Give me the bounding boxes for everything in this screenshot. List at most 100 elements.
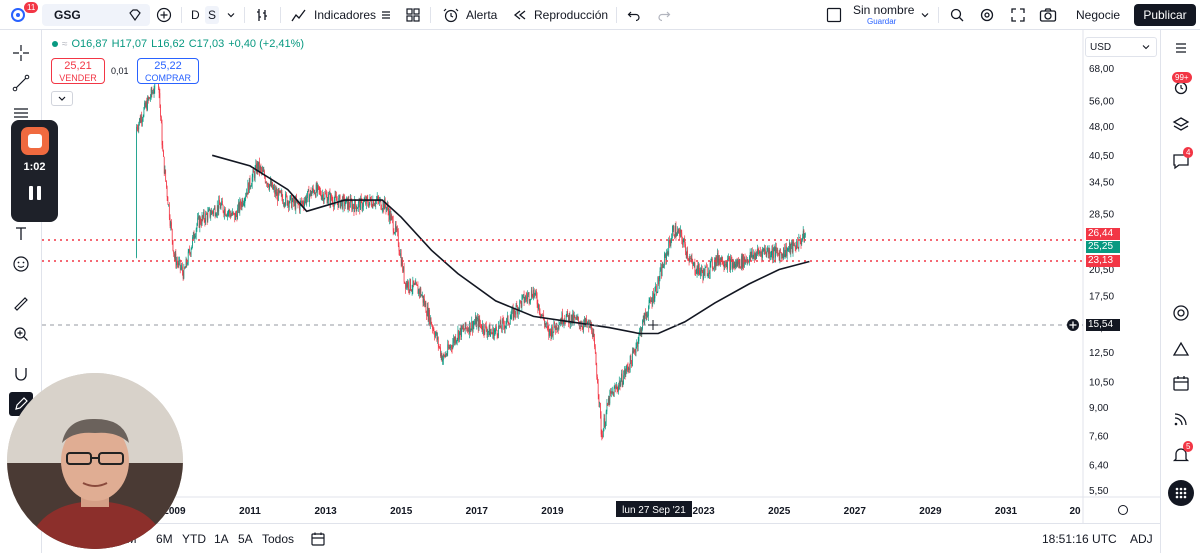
candle-body — [604, 418, 606, 427]
candle-body — [538, 304, 540, 313]
alert-button[interactable]: Alerta — [442, 0, 497, 30]
candle-body — [430, 317, 432, 325]
candle-body — [434, 333, 435, 338]
range-ytd-button[interactable]: YTD — [182, 532, 206, 546]
redo-button[interactable] — [657, 0, 671, 30]
snapshot-button[interactable] — [1039, 0, 1057, 30]
candle-body — [729, 258, 731, 271]
fib-tool[interactable] — [9, 101, 33, 125]
layout-save-label[interactable]: Guardar — [867, 16, 897, 26]
candle-body — [262, 169, 264, 172]
zoom-tool[interactable] — [9, 322, 33, 346]
candle-body — [490, 331, 491, 337]
undo-button[interactable] — [627, 0, 641, 30]
candle-body — [201, 215, 203, 225]
news-button[interactable] — [1170, 408, 1192, 430]
menu-logo-button[interactable] — [10, 0, 26, 30]
candle-body — [493, 331, 495, 339]
candle-body — [598, 394, 600, 404]
candle-body — [658, 279, 660, 285]
interval-dropdown[interactable] — [226, 0, 236, 30]
range-all-button[interactable]: Todos — [262, 532, 295, 546]
scale-settings-gear[interactable] — [1118, 505, 1128, 515]
pause-recording-button[interactable] — [27, 186, 43, 202]
price-chart[interactable]: 80,0068,0056,0048,0040,5034,5028,5020,50… — [42, 30, 1160, 523]
candle-body — [800, 241, 802, 245]
buy-button[interactable]: 25,22 COMPRAR — [137, 58, 199, 84]
interval-d-button[interactable]: D — [191, 8, 200, 22]
candle-body — [788, 248, 789, 250]
text-tool[interactable] — [9, 222, 33, 246]
candle-body — [222, 205, 224, 212]
candle-body — [553, 321, 555, 332]
measure-tool[interactable] — [9, 292, 33, 316]
range-5y-button[interactable]: 5A — [238, 532, 253, 546]
layout-name[interactable]: Sin nombre — [853, 2, 915, 17]
adj-toggle[interactable]: ADJ — [1130, 532, 1153, 546]
settings-button[interactable] — [979, 0, 995, 30]
add-alert-plus[interactable] — [1067, 319, 1079, 331]
indicators-button[interactable]: Indicadores — [290, 0, 376, 30]
magnet-tool[interactable] — [9, 362, 33, 386]
crosshair-tool[interactable] — [9, 41, 33, 65]
candle-body — [448, 347, 450, 349]
range-1y-button[interactable]: 1A — [214, 532, 229, 546]
data-window-button[interactable] — [1170, 114, 1192, 136]
compare-symbol-button[interactable] — [128, 0, 142, 30]
symbol-search-box[interactable] — [42, 4, 150, 26]
candle-body — [349, 198, 351, 208]
stop-recording-button[interactable] — [21, 127, 49, 155]
pencil-icon — [15, 397, 28, 410]
sell-button[interactable]: 25,21 VENDER — [51, 58, 105, 84]
add-symbol-button[interactable] — [156, 0, 172, 30]
candle-body — [411, 289, 413, 291]
fullscreen-button[interactable] — [1010, 0, 1026, 30]
legend-collapse-button[interactable] — [51, 91, 73, 106]
candle-body — [382, 201, 384, 210]
ideas-button[interactable] — [1170, 302, 1192, 324]
publish-button[interactable]: Publicar — [1134, 4, 1196, 26]
candle-body — [290, 195, 292, 197]
candle-body — [256, 162, 258, 173]
candle-body — [288, 201, 289, 208]
date-range-button[interactable] — [310, 524, 326, 553]
indicator-templates-button[interactable] — [380, 0, 392, 30]
layouts-button[interactable] — [405, 0, 421, 30]
candle-body — [249, 178, 251, 187]
replay-button[interactable]: Reproducción — [512, 0, 608, 30]
candle-body — [500, 320, 502, 328]
candle-body — [410, 279, 411, 290]
emoji-tool[interactable] — [9, 252, 33, 276]
clock-label[interactable]: 18:51:16 UTC — [1042, 532, 1117, 546]
trade-button[interactable]: Negocie — [1076, 8, 1121, 22]
candle-body — [152, 92, 154, 94]
candle-body — [710, 259, 712, 263]
calendar-icon — [1173, 376, 1189, 391]
candle-body — [791, 242, 793, 253]
watchlist-button[interactable] — [1170, 37, 1192, 59]
candle-body — [506, 315, 508, 319]
candle-body — [509, 324, 510, 325]
candle-body — [163, 156, 165, 174]
candle-body — [452, 342, 454, 349]
currency-selector[interactable]: USD — [1085, 37, 1157, 57]
range-6m-button[interactable]: 6M — [156, 532, 173, 546]
spread-value: 0,01 — [111, 66, 129, 76]
chart-type-button[interactable] — [254, 0, 270, 30]
candle-body — [648, 307, 649, 317]
streams-button[interactable] — [1170, 338, 1192, 360]
candle-body — [203, 212, 205, 220]
layout-dropdown[interactable] — [920, 0, 930, 30]
layout-checkbox[interactable] — [826, 0, 842, 30]
candle-body — [417, 285, 419, 294]
calendar-button[interactable] — [1170, 372, 1192, 394]
candle-body — [757, 249, 759, 251]
trend-line-tool[interactable] — [9, 71, 33, 95]
candle-body — [323, 194, 324, 202]
time-axis[interactable]: 2009 2011 2013 2015 2017 2019 2023 2025 2027 2029… — [163, 506, 1081, 517]
quick-search-button[interactable] — [949, 0, 965, 30]
candle-body — [460, 328, 462, 337]
interval-s-button[interactable]: S — [205, 6, 219, 24]
apps-menu-button[interactable] — [1168, 480, 1194, 506]
candle-body — [726, 263, 728, 269]
